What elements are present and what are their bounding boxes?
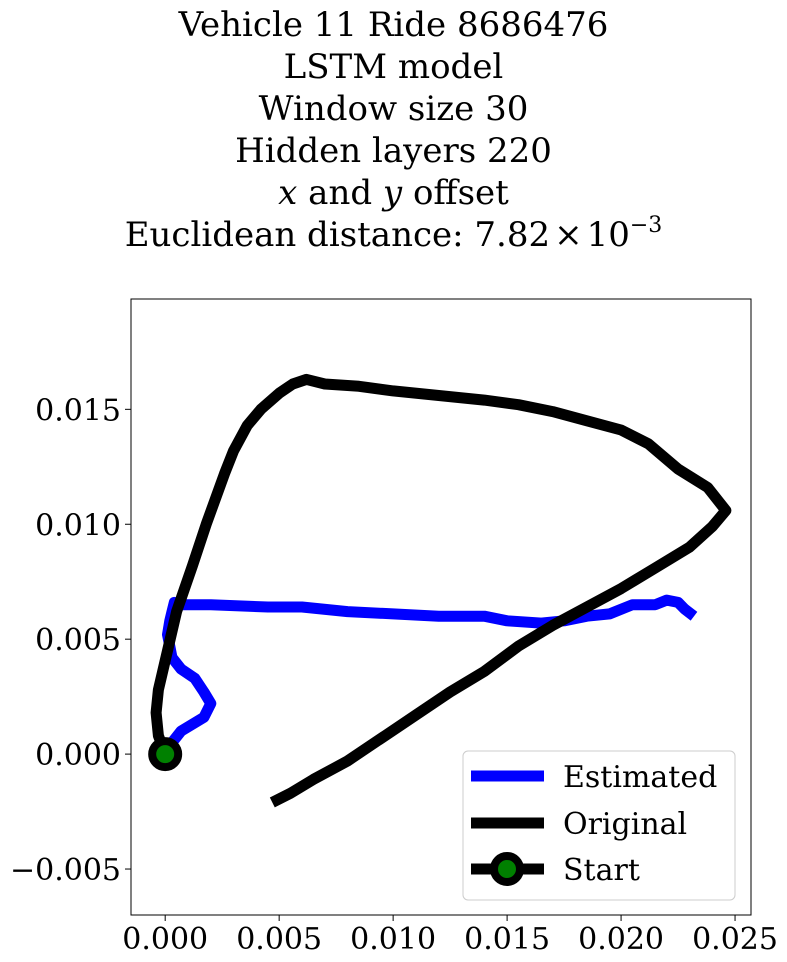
series-line-original xyxy=(150,373,732,808)
title-euclidean-distance: Euclidean distance: 7.82 × 10−3 xyxy=(0,214,787,256)
legend-estimated: Estimated xyxy=(471,760,717,795)
x-tick-label: 0.025 xyxy=(692,922,778,957)
legend-start-marker xyxy=(490,852,524,886)
title-vehicle-ride: Vehicle 11 Ride 8686476 xyxy=(178,5,609,45)
title-model: LSTM model xyxy=(283,47,504,87)
y-tick-label: 0.015 xyxy=(35,393,121,428)
title-distance-value: Euclidean distance: 7.82 xyxy=(124,215,551,255)
title-offset: x and y offset xyxy=(0,172,787,214)
title-offset-word: offset xyxy=(402,173,509,213)
x-tick-label: 0.000 xyxy=(122,922,208,957)
x-tick-label: 0.010 xyxy=(350,922,436,957)
legend-start-label: Start xyxy=(563,853,640,888)
legend-original: Original xyxy=(471,807,687,842)
legend-estimated-label: Estimated xyxy=(563,760,717,795)
y-tick-label: 0.000 xyxy=(35,738,121,773)
x-tick-label: 0.005 xyxy=(236,922,322,957)
y-tick-label: −0.005 xyxy=(10,853,121,888)
title-y-var: y xyxy=(382,173,403,213)
legend-original-label: Original xyxy=(563,807,687,842)
title-base: 10 xyxy=(586,215,630,255)
plot-frame xyxy=(130,298,752,916)
chart-title: Vehicle 11 Ride 8686476 LSTM model Windo… xyxy=(0,4,787,256)
legend: Estimated Original Start xyxy=(462,750,736,901)
title-x-var: x xyxy=(278,173,298,213)
title-window-size: Window size 30 xyxy=(258,89,529,129)
legend-start: Start xyxy=(471,852,640,888)
x-tick-label: 0.020 xyxy=(578,922,664,957)
title-exponent: −3 xyxy=(629,213,663,238)
legend-box xyxy=(462,750,736,901)
y-tick-label: 0.005 xyxy=(35,623,121,658)
y-tick-label: 0.010 xyxy=(35,508,121,543)
start-marker xyxy=(148,737,183,772)
series-line-estimated xyxy=(160,594,698,757)
plot-area xyxy=(148,373,732,808)
title-hidden-layers: Hidden layers 220 xyxy=(235,131,552,171)
title-times: × xyxy=(554,215,583,255)
title-and: and xyxy=(297,173,383,213)
x-tick-label: 0.015 xyxy=(464,922,550,957)
